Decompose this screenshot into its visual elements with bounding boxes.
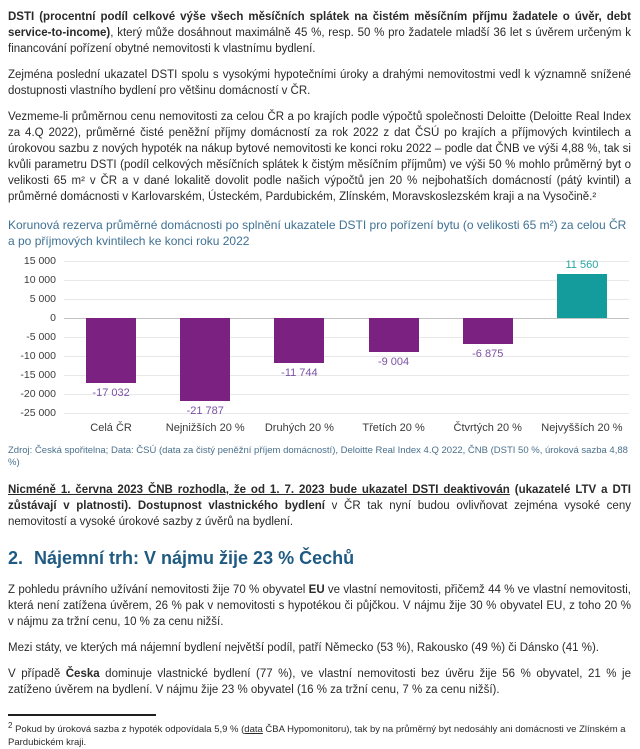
chart-gridline bbox=[64, 356, 629, 357]
dsti-definition-bold: DSTI (procentní podíl celkové výše všech… bbox=[8, 11, 631, 39]
cnb-decision-rest: v ČR tak nyní budou ovlivňovat zejména v… bbox=[8, 500, 631, 528]
chart-bar bbox=[368, 318, 419, 353]
czech-ownership-pre: V případě bbox=[8, 668, 66, 680]
x-axis-label: Nejnižších 20 % bbox=[165, 422, 245, 434]
chart-categories: Celá ČR Nejnižších 20 % Druhých 20 % Třetíc… bbox=[64, 421, 629, 437]
chart-gridline bbox=[64, 261, 629, 262]
chart-title: Korunová rezerva průměrné domácnosti po … bbox=[8, 218, 627, 248]
y-axis-label: -5 000 bbox=[26, 331, 56, 343]
y-axis-label: 5 000 bbox=[29, 293, 56, 305]
paragraph-cnb-decision: Nicméně 1. června 2023 ČNB rozhodla, že … bbox=[8, 482, 631, 530]
paragraph-eu-ownership: Z pohledu právního užívání nemovitosti ž… bbox=[8, 582, 631, 630]
chart-gridline bbox=[64, 413, 629, 414]
chart-bar bbox=[86, 318, 137, 383]
bar-chart: 15 000 10 000 5 000 0 -5 000 -10 000 -15 000 -2… bbox=[8, 255, 631, 439]
chart-gridline bbox=[64, 337, 629, 338]
chart-gridline bbox=[64, 318, 629, 319]
czech-ownership-rest: dominuje vlastnické bydlení (77 %), ve v… bbox=[8, 668, 631, 696]
y-axis-label: -15 000 bbox=[20, 369, 56, 381]
chart-ylabels: 15 000 10 000 5 000 0 -5 000 -10 000 -15 000 -2… bbox=[8, 255, 56, 419]
x-axis-label: Čtvrtých 20 % bbox=[453, 422, 522, 434]
x-axis-label: Nejvyšších 20 % bbox=[541, 422, 623, 434]
bar-value-label: -21 787 bbox=[186, 404, 224, 417]
y-axis-label: 15 000 bbox=[23, 255, 56, 267]
bar-value-label: 11 560 bbox=[565, 259, 599, 272]
x-axis-label: Druhých 20 % bbox=[264, 422, 334, 434]
y-axis-label: -20 000 bbox=[20, 388, 56, 400]
paragraph-dsti-definition: DSTI (procentní podíl celkové výše všech… bbox=[8, 9, 631, 57]
eu-ownership-pre: Z pohledu právního užívání nemovitosti ž… bbox=[8, 584, 309, 596]
chart-bar bbox=[180, 318, 231, 401]
bar-value-label: -6 875 bbox=[472, 348, 504, 361]
dsti-definition-rest: , který může dosáhnout maximálně 45 %, r… bbox=[8, 27, 631, 55]
chart-gridline bbox=[64, 375, 629, 376]
cnb-decision-bold-underline: Nicméně 1. června 2023 ČNB rozhodla, že … bbox=[8, 484, 510, 496]
y-axis-label: -10 000 bbox=[20, 350, 56, 362]
bar-value-label: -11 744 bbox=[281, 366, 318, 379]
paragraph-rental-countries: Mezi státy, ve kterých má nájemní bydlen… bbox=[8, 642, 599, 654]
paragraph-dsti-impact: Zejména poslední ukazatel DSTI spolu s v… bbox=[8, 69, 631, 97]
section-number: 2. bbox=[8, 548, 24, 568]
eu-ownership-rest: ve vlastní nemovitosti, přičemž 44 % ve … bbox=[8, 584, 631, 628]
cnb-decision-bold: (ukazatelé LTV a DTI zůstávají v platnos… bbox=[8, 484, 631, 512]
y-axis-label: -25 000 bbox=[20, 407, 56, 419]
chart-bar bbox=[462, 318, 513, 345]
footnote-text-post: ČBA Hypomonitoru), tak by na průměrný by… bbox=[8, 724, 626, 748]
footnote-separator bbox=[8, 714, 156, 716]
bar-value-label: -17 032 bbox=[92, 386, 130, 399]
footnote-text-pre: Pokud by úroková sazba z hypoték odpovíd… bbox=[12, 724, 245, 735]
chart-bar bbox=[274, 318, 325, 363]
chart-gridline bbox=[64, 299, 629, 300]
y-axis-label: 0 bbox=[50, 312, 56, 324]
section-title: Nájemní trh: V nájmu žije 23 % Čechů bbox=[34, 548, 355, 568]
paragraph-calculation: Vezmeme-li průměrnou cenu nemovitosti za… bbox=[8, 111, 631, 203]
chart-bar bbox=[556, 274, 607, 318]
footnote-marker: 2 bbox=[8, 720, 13, 730]
chart-gridline bbox=[64, 394, 629, 395]
chart-gridline bbox=[64, 280, 629, 281]
eu-ownership-bold: EU bbox=[308, 584, 325, 596]
x-axis-label: Celá ČR bbox=[90, 422, 132, 434]
footnote-data-link[interactable]: data bbox=[244, 724, 263, 735]
paragraph-czech-ownership: V případě Česka dominuje vlastnické bydl… bbox=[8, 666, 631, 698]
chart-source-note: Zdroj: Česká spořitelna; Data: ČSÚ (data… bbox=[8, 445, 628, 468]
y-axis-label: 10 000 bbox=[23, 274, 56, 286]
czech-ownership-bold: Česka bbox=[65, 668, 100, 680]
x-axis-label: Třetích 20 % bbox=[362, 422, 425, 434]
section-heading-rental-market: 2. Nájemní trh: V nájmu žije 23 % Čechů bbox=[8, 546, 631, 570]
chart-plot: -17 032 -21 787 -11 744 -9 004 -6 875 11 560 bbox=[64, 259, 629, 417]
footnote-2: 2 Pokud by úroková sazba z hypoték odpov… bbox=[8, 720, 631, 749]
bar-value-label: -9 004 bbox=[377, 356, 410, 369]
